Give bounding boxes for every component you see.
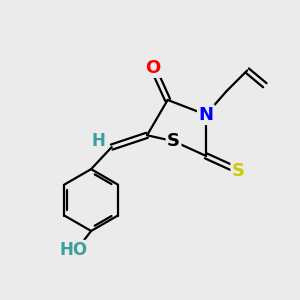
Text: O: O — [145, 58, 160, 76]
Text: HO: HO — [59, 241, 88, 259]
Text: N: N — [198, 106, 213, 124]
Text: H: H — [92, 132, 105, 150]
Text: S: S — [167, 132, 180, 150]
Text: S: S — [232, 162, 245, 180]
